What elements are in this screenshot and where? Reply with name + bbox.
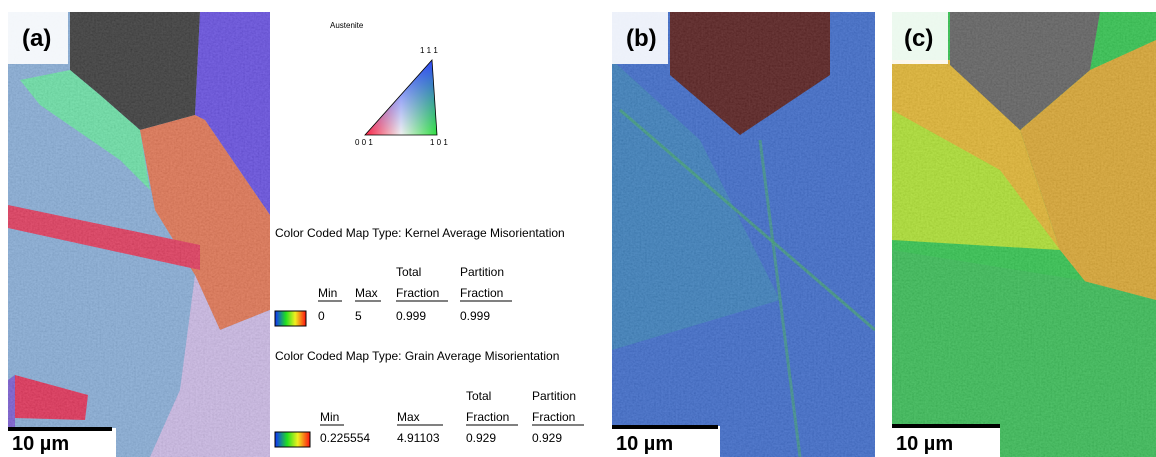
cell-value: 0.999 [396,309,426,323]
column-header: Max [397,410,420,424]
column-header: Fraction [460,286,503,300]
column-header: Fraction [532,410,575,424]
panel-label: (a) [22,25,51,52]
cell-value: 0.225554 [320,431,370,445]
panel-label: (c) [904,25,933,52]
ipf-triangle-overlay [364,59,438,136]
cell-value: 0.929 [532,431,562,445]
column-header: Fraction [466,410,509,424]
legend-title: Color Coded Map Type: Kernel Average Mis… [275,226,565,240]
column-header: Total [466,389,491,403]
legend-title: Color Coded Map Type: Grain Average Miso… [275,349,559,363]
column-header: Total [396,265,421,279]
scale-bar-label: 10 µm [896,433,953,455]
legend-tables: Color Coded Map Type: Kernel Average Mis… [274,226,584,448]
ipf-map [8,12,270,457]
kam-map [612,12,875,457]
scale-bar-label: 10 µm [616,433,673,455]
column-header: Partition [460,265,504,279]
cell-value: 4.91103 [397,431,440,445]
color-bar [274,310,307,327]
corner-label: 1 1 1 [420,46,438,55]
column-header: Min [318,286,337,300]
cell-value: 0.929 [466,431,496,445]
color-bar [274,431,311,448]
phase-label: Austenite [330,21,364,30]
column-header: Max [355,286,378,300]
corner-label: 0 0 1 [355,138,373,147]
cell-value: 0 [318,309,325,323]
column-header: Partition [532,389,576,403]
corner-label: 1 0 1 [430,138,448,147]
panel-label: (b) [626,25,657,52]
cell-value: 5 [355,309,362,323]
column-header: Fraction [396,286,439,300]
scale-bar-label: 10 µm [12,433,69,455]
gam-map [892,12,1156,457]
column-header: Min [320,410,339,424]
cell-value: 0.999 [460,309,490,323]
